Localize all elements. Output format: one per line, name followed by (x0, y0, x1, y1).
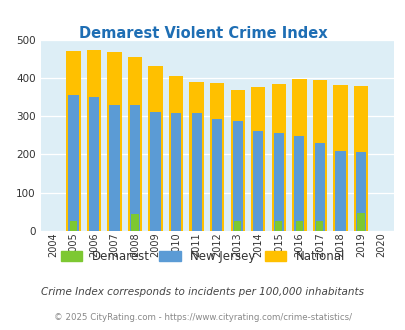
Bar (273, 133, 283, 231)
Bar (107, 52, 122, 231)
Bar (232, 121, 242, 231)
Bar (66, 51, 81, 231)
Bar (209, 83, 224, 231)
Bar (230, 90, 244, 231)
Bar (68, 95, 79, 231)
Bar (271, 84, 285, 231)
Bar (171, 113, 181, 231)
Bar (315, 221, 323, 231)
Bar (335, 150, 345, 231)
Bar (295, 221, 302, 231)
Bar (168, 76, 183, 231)
Bar (333, 85, 347, 231)
Bar (150, 112, 160, 231)
Bar (250, 87, 265, 231)
Bar (294, 136, 304, 231)
Bar (191, 113, 201, 231)
Bar (353, 86, 367, 231)
Bar (356, 213, 364, 231)
Bar (109, 106, 119, 231)
Bar (211, 119, 222, 231)
Bar (355, 152, 365, 231)
Legend: Demarest, New Jersey, National: Demarest, New Jersey, National (56, 245, 349, 268)
Bar (70, 221, 77, 231)
Bar (131, 214, 139, 231)
Text: Crime Index corresponds to incidents per 100,000 inhabitants: Crime Index corresponds to incidents per… (41, 287, 364, 297)
Bar (234, 221, 241, 231)
Bar (130, 106, 140, 231)
Bar (87, 50, 101, 231)
Bar (128, 57, 142, 231)
Bar (314, 143, 324, 231)
Bar (189, 82, 203, 231)
Bar (312, 80, 326, 231)
Bar (89, 97, 99, 231)
Bar (275, 221, 282, 231)
Text: © 2025 CityRating.com - https://www.cityrating.com/crime-statistics/: © 2025 CityRating.com - https://www.city… (54, 313, 351, 322)
Text: Demarest Violent Crime Index: Demarest Violent Crime Index (79, 26, 326, 41)
Bar (292, 79, 306, 231)
Bar (253, 131, 263, 231)
Bar (148, 66, 162, 231)
